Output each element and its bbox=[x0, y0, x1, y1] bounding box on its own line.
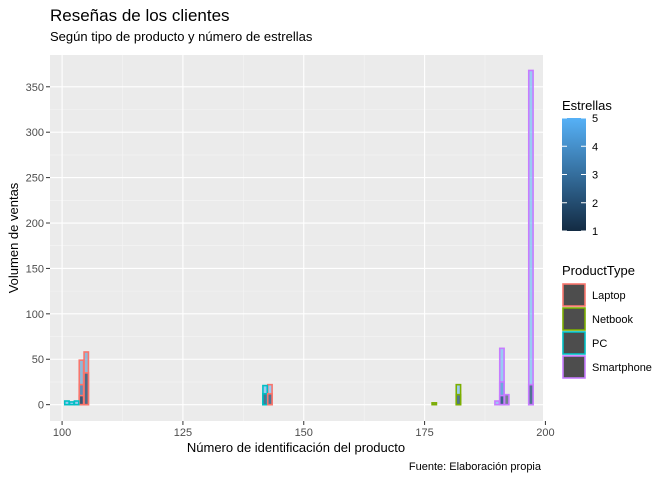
x-tick-label: 125 bbox=[174, 427, 192, 439]
y-tick-label: 0 bbox=[38, 400, 44, 412]
producttype-legend: Laptop Netbook PC Smartphone bbox=[562, 283, 652, 379]
y-tick-label: 100 bbox=[26, 309, 44, 321]
legend-key-pc bbox=[562, 331, 586, 355]
bar-product-190 bbox=[494, 400, 501, 406]
bar-product-142 bbox=[262, 392, 269, 406]
x-tick-label: 200 bbox=[536, 427, 554, 439]
colorbar-tick-label: 4 bbox=[592, 141, 598, 153]
x-tick-label: 175 bbox=[415, 427, 433, 439]
bar-product-191 bbox=[498, 394, 505, 406]
minor-gridlines bbox=[50, 55, 543, 421]
bar-product-177 bbox=[431, 402, 438, 406]
bars-layer bbox=[63, 69, 534, 406]
legend-label-netbook: Netbook bbox=[592, 314, 633, 326]
colorbar-tick-label: 1 bbox=[592, 226, 598, 238]
legend-key-laptop bbox=[562, 283, 586, 307]
x-axis: 100 125 150 175 200 bbox=[53, 421, 555, 439]
x-tick-label: 150 bbox=[295, 427, 313, 439]
bar-product-101 bbox=[63, 400, 70, 406]
bar-product-105 bbox=[83, 372, 90, 406]
bar-product-103 bbox=[73, 400, 80, 406]
colorbar-ticks: 1 2 3 4 5 bbox=[562, 113, 598, 238]
y-axis: 0 50 100 150 200 250 300 350 bbox=[26, 82, 50, 412]
bar-product-182 bbox=[455, 393, 462, 406]
y-axis-title: Volumen de ventas bbox=[6, 182, 21, 293]
y-tick-label: 200 bbox=[26, 218, 44, 230]
legend-key-smartphone bbox=[562, 355, 586, 379]
bar-product-192 bbox=[503, 393, 510, 406]
chart-caption: Fuente: Elaboración propia bbox=[409, 461, 542, 473]
bar-product-143 bbox=[266, 392, 273, 406]
bar-product-197 bbox=[527, 383, 534, 406]
chart-title: Reseñas de los clientes bbox=[50, 6, 230, 25]
legend-key-netbook bbox=[562, 307, 586, 331]
legend-label-laptop: Laptop bbox=[592, 290, 626, 302]
legend-title-estrellas: Estrellas bbox=[562, 98, 612, 113]
plot-panel bbox=[50, 55, 543, 421]
chart-subtitle: Según tipo de producto y número de estre… bbox=[50, 29, 313, 44]
legend-label-pc: PC bbox=[592, 338, 607, 350]
y-tick-label: 300 bbox=[26, 127, 44, 139]
colorbar-tick-label: 5 bbox=[592, 113, 598, 125]
y-tick-label: 50 bbox=[32, 354, 44, 366]
colorbar-tick-label: 2 bbox=[592, 198, 598, 210]
colorbar-tick-label: 3 bbox=[592, 170, 598, 182]
bar-product-102 bbox=[68, 401, 75, 406]
bar-product-197 bbox=[527, 69, 534, 406]
legend-title-producttype: ProductType bbox=[562, 263, 635, 278]
bar-product-104 bbox=[78, 394, 85, 406]
y-tick-label: 250 bbox=[26, 173, 44, 185]
y-tick-label: 350 bbox=[26, 82, 44, 94]
legend-label-smartphone: Smartphone bbox=[592, 362, 652, 374]
y-tick-label: 150 bbox=[26, 263, 44, 275]
x-tick-label: 100 bbox=[53, 427, 71, 439]
major-gridlines bbox=[50, 55, 546, 421]
x-axis-title: Número de identificación del producto bbox=[187, 440, 405, 455]
